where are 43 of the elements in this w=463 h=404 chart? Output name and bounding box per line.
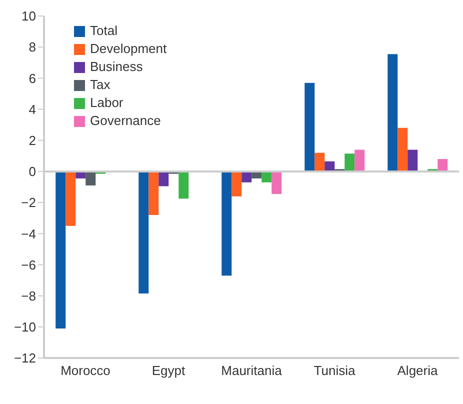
- y-tick-label: −2: [21, 195, 36, 210]
- bar: [314, 152, 325, 172]
- bar: [232, 171, 242, 196]
- bar: [138, 171, 149, 294]
- bar: [148, 171, 159, 215]
- bar: [304, 82, 315, 172]
- bar: [242, 171, 252, 182]
- legend-label: Tax: [90, 76, 110, 94]
- legend-label: Development: [90, 40, 167, 58]
- legend-label: Labor: [90, 94, 124, 112]
- y-tick-label: −8: [21, 288, 36, 304]
- bar: [178, 171, 189, 199]
- bar: [56, 171, 66, 328]
- bar: [86, 171, 96, 186]
- y-tick-label: −10: [14, 320, 36, 335]
- y-tick-label: 8: [28, 40, 36, 55]
- bar: [344, 154, 355, 172]
- y-tick-label: 2: [28, 132, 36, 148]
- bar: [158, 171, 169, 186]
- bar: [398, 128, 408, 172]
- y-tick-label: 0: [28, 164, 36, 180]
- y-tick-label: 4: [28, 102, 36, 117]
- bar: [272, 171, 282, 194]
- x-tick-label: Morocco: [60, 363, 110, 378]
- y-tick-label: −4: [21, 226, 36, 242]
- bar: [388, 54, 398, 172]
- legend-label: Total: [90, 22, 118, 40]
- x-tick-label: Algeria: [397, 363, 438, 378]
- y-tick-label: 10: [22, 8, 36, 24]
- legend-label: Business: [90, 58, 143, 76]
- y-tick-label: 6: [28, 70, 36, 86]
- bar: [438, 159, 448, 172]
- bar: [66, 171, 76, 226]
- x-tick-label: Mauritania: [221, 363, 283, 378]
- y-tick-label: −6: [21, 257, 36, 272]
- bar: [408, 150, 418, 172]
- legend-label: Governance: [90, 112, 161, 130]
- bar: [354, 150, 365, 172]
- x-tick-label: Egypt: [152, 363, 186, 378]
- y-tick-label: −12: [14, 350, 36, 366]
- x-tick-label: Tunisia: [314, 363, 356, 378]
- bar: [222, 171, 232, 276]
- bar: [262, 171, 272, 182]
